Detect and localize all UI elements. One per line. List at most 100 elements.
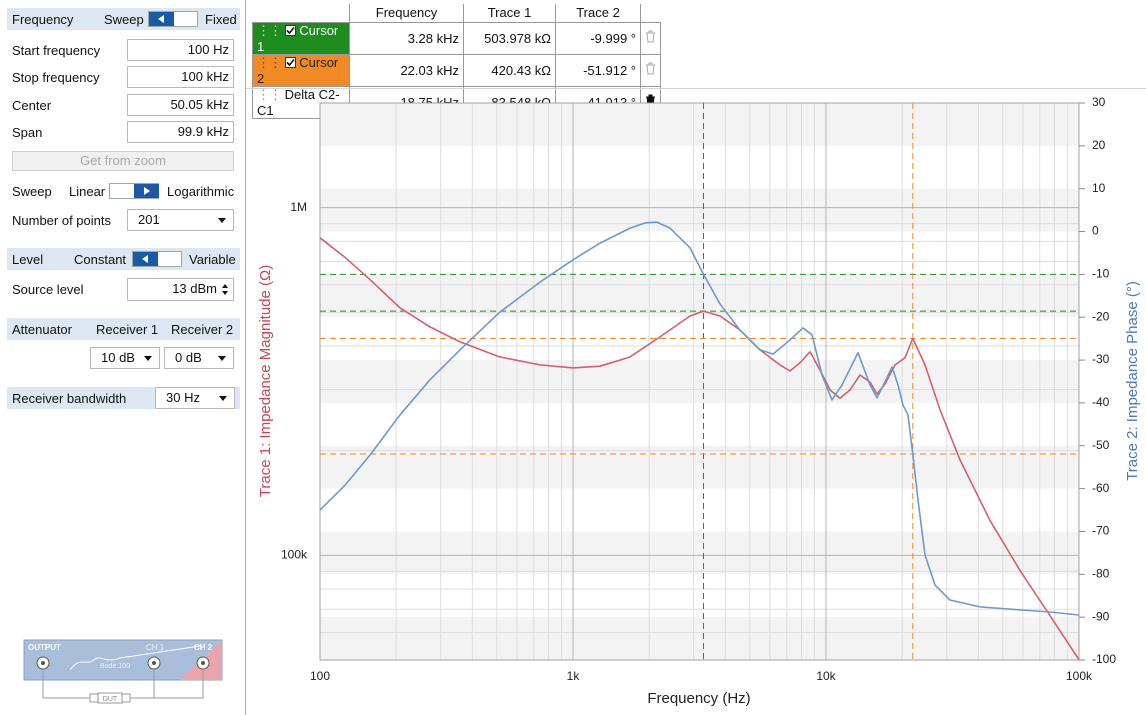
column-label: Receiver 2	[171, 322, 234, 337]
y-tick-label: 100k	[281, 548, 308, 562]
settings-panel: Frequency Sweep Fixed Start frequency 10…	[0, 0, 246, 715]
toggle-left-label: Sweep	[104, 12, 144, 27]
y2-tick-label: -20	[1092, 309, 1110, 323]
cell: -9.999 °	[555, 21, 641, 55]
dut-box	[97, 692, 123, 704]
x-tick-label: 1k	[567, 669, 581, 683]
plot-band	[320, 103, 1079, 146]
dropdown-value: 30 Hz	[166, 390, 200, 405]
y2-tick-label: -30	[1092, 352, 1110, 366]
dut-label: DUT	[103, 696, 118, 703]
header-title: Attenuator	[12, 322, 72, 337]
cell: 3.28 kHz	[349, 21, 464, 55]
port-label: CH 2	[194, 643, 213, 652]
header-title: Level	[12, 252, 44, 267]
header-title: Frequency	[12, 12, 74, 27]
plot-frame	[319, 102, 1080, 661]
y2-tick-label: 0	[1092, 224, 1099, 238]
port-label: CH 1	[146, 643, 165, 652]
field-label: Start frequency	[12, 43, 101, 58]
y2-tick-label: -10	[1092, 267, 1110, 281]
level-header: Level Constant Variable	[7, 248, 240, 270]
y2-tick-label: -40	[1092, 395, 1110, 409]
field-label: Stop frequency	[12, 70, 100, 85]
y-axis-title: Trace 1: Impedance Magnitude (Ω)	[257, 265, 274, 497]
dut-wiring	[42, 669, 204, 703]
field-label: Span	[12, 125, 43, 140]
points-dropdown[interactable]: 201	[127, 209, 234, 231]
port-label: OUTPUT	[28, 643, 61, 652]
table-header: Frequency Trace 1 Trace 2	[252, 4, 661, 23]
input-value: 13 dBm	[172, 281, 217, 296]
source-level-label: Source level	[12, 282, 84, 297]
trace-line	[319, 221, 1080, 616]
field-input[interactable]: 99.9 kHz	[127, 121, 234, 143]
port-pin	[201, 661, 205, 665]
y2-tick-label: -80	[1092, 566, 1110, 580]
y2-tick-label: -100	[1092, 652, 1116, 666]
field-input[interactable]: 100 Hz	[127, 39, 234, 61]
x-tick-label: 100	[310, 669, 330, 683]
frequency-header: Frequency Sweep Fixed	[7, 8, 240, 30]
y2-tick-label: 30	[1092, 95, 1106, 109]
column-label: Receiver 1	[96, 322, 159, 337]
dropdown-value: 10 dB	[101, 350, 135, 365]
y2-tick-label: -60	[1092, 481, 1110, 495]
attenuator-dropdown[interactable]: 0 dB	[164, 347, 234, 369]
device-diagram: OUTPUT CH 1 CH 2 Bode 100 DUT	[23, 639, 223, 704]
cursor-name: Delta C2-C1	[257, 86, 340, 118]
port-pin	[152, 661, 156, 665]
device-model: Bode 100	[100, 663, 130, 670]
sweep-toggle[interactable]	[148, 11, 198, 27]
separator	[246, 88, 1146, 89]
y2-tick-label: -90	[1092, 609, 1110, 623]
y-tick-label: 1M	[290, 200, 307, 214]
chart: Frequency (Hz) Trace 1: Impedance Magnit…	[257, 95, 1141, 707]
toggle-right-label: Logarithmic	[167, 184, 235, 199]
dropdown-value: 201	[138, 212, 160, 227]
field-input[interactable]: 50.05 kHz	[127, 94, 234, 116]
trash-icon[interactable]	[645, 30, 656, 43]
y2-tick-label: 10	[1092, 181, 1106, 195]
get-from-zoom-button[interactable]: Get from zoom	[12, 151, 234, 171]
port-pin	[41, 661, 45, 665]
bandwidth-dropdown[interactable]: 30 Hz	[155, 387, 235, 409]
trash-icon[interactable]	[645, 62, 656, 75]
attenuator-header: Attenuator Receiver 1 Receiver 2	[7, 318, 240, 340]
plot-band	[320, 360, 1079, 403]
y2-tick-label: -50	[1092, 438, 1110, 452]
y2-tick-label: 20	[1092, 138, 1106, 152]
toggle-left-label: Constant	[74, 252, 127, 267]
checkbox[interactable]	[284, 56, 296, 68]
trace-line	[319, 237, 1080, 661]
cursor-name-cell[interactable]: ⋮⋮ Cursor 2	[252, 53, 350, 87]
sweep-label: Sweep	[12, 184, 52, 199]
cursor-name: Cursor 1	[257, 22, 339, 54]
source-level-input[interactable]: 13 dBm	[127, 278, 234, 301]
spin-up[interactable]	[222, 284, 228, 288]
scale-toggle[interactable]	[109, 183, 159, 199]
device-graphic	[69, 645, 201, 671]
toggle-right-label: Fixed	[205, 12, 237, 27]
x-tick-label: 100k	[1066, 669, 1093, 683]
plot-band	[320, 445, 1079, 489]
cursor-row: ⋮⋮ Cursor 2 22.03 kHz 420.43 kΩ -51.912 …	[252, 53, 661, 87]
checkbox[interactable]	[284, 24, 296, 36]
plot-band	[320, 188, 1079, 232]
field-input[interactable]: 100 kHz	[127, 66, 234, 88]
header-title: Receiver bandwidth	[12, 391, 127, 406]
y2-tick-label: -70	[1092, 524, 1110, 538]
toggle-left-label: Linear	[69, 184, 106, 199]
x-axis-title: Frequency (Hz)	[647, 690, 750, 707]
attenuator-dropdown[interactable]: 10 dB	[90, 347, 160, 369]
cell: -51.912 °	[555, 53, 641, 87]
plot-band	[320, 617, 1079, 660]
plot-band	[320, 274, 1079, 318]
points-label: Number of points	[12, 213, 111, 228]
cursor-name: Cursor 2	[257, 54, 339, 86]
plot-band	[320, 531, 1079, 575]
level-toggle[interactable]	[132, 251, 182, 267]
spin-down[interactable]	[222, 291, 228, 295]
cursor-name-cell[interactable]: ⋮⋮ Cursor 1	[252, 21, 350, 55]
